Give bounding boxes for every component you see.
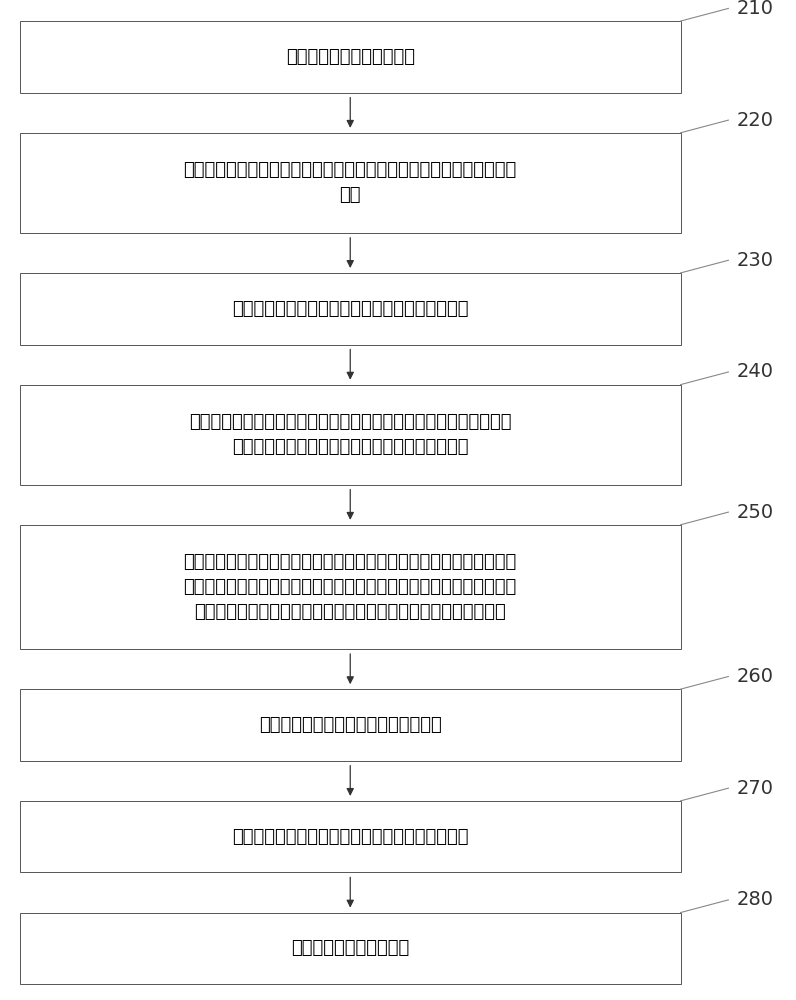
Bar [20, 385, 681, 485]
Text: 210: 210 [736, 0, 773, 18]
Bar [20, 273, 681, 345]
Text: 260: 260 [736, 667, 773, 686]
Text: 220: 220 [736, 111, 773, 130]
Text: 280: 280 [736, 890, 773, 909]
Text: 270: 270 [736, 779, 773, 798]
Bar [20, 689, 681, 761]
Bar [20, 525, 681, 649]
Text: 240: 240 [736, 362, 773, 381]
Bar [20, 913, 681, 984]
Text: 230: 230 [736, 251, 773, 270]
Text: 对比目标骨组织的图像和第一图像，通过第一标识标记目标骨组织的三
维图像中骨髓的区域的位置；以及对比目标骨组织的图像和第二图像，
通过第二标识标记目标骨组织的三维: 对比目标骨组织的图像和第一图像，通过第一标识标记目标骨组织的三 维图像中骨髓的区… [184, 553, 517, 621]
Text: 识别目标骨组织的三维图像，获得包括目标骨组织的边界像素点的第一
图像: 识别目标骨组织的三维图像，获得包括目标骨组织的边界像素点的第一 图像 [184, 161, 517, 204]
Text: 设置第一三维骨组织模型的骨小梁或者骨髓的参数: 设置第一三维骨组织模型的骨小梁或者骨髓的参数 [232, 828, 469, 846]
Bar [20, 133, 681, 233]
Text: 获得目标骨组织的第一三维骨组织模型: 获得目标骨组织的第一三维骨组织模型 [259, 716, 442, 734]
Text: 250: 250 [736, 503, 774, 522]
Bar [20, 801, 681, 872]
Text: 对第一图像进行布尔运算取反计算，删除目标骨组织的骨小梁的像素
点，获得包括目标骨组织的骨髓的区域的第二图像: 对第一图像进行布尔运算取反计算，删除目标骨组织的骨小梁的像素 点，获得包括目标骨… [189, 413, 512, 456]
Text: 获得第二三维骨组织模型: 获得第二三维骨组织模型 [291, 939, 409, 957]
Text: 获取目标骨组织的三维图像: 获取目标骨组织的三维图像 [286, 48, 415, 66]
Bar [20, 21, 681, 93]
Text: 识别第一图像，获得目标骨组织的骨小梁的像素点: 识别第一图像，获得目标骨组织的骨小梁的像素点 [232, 300, 469, 318]
